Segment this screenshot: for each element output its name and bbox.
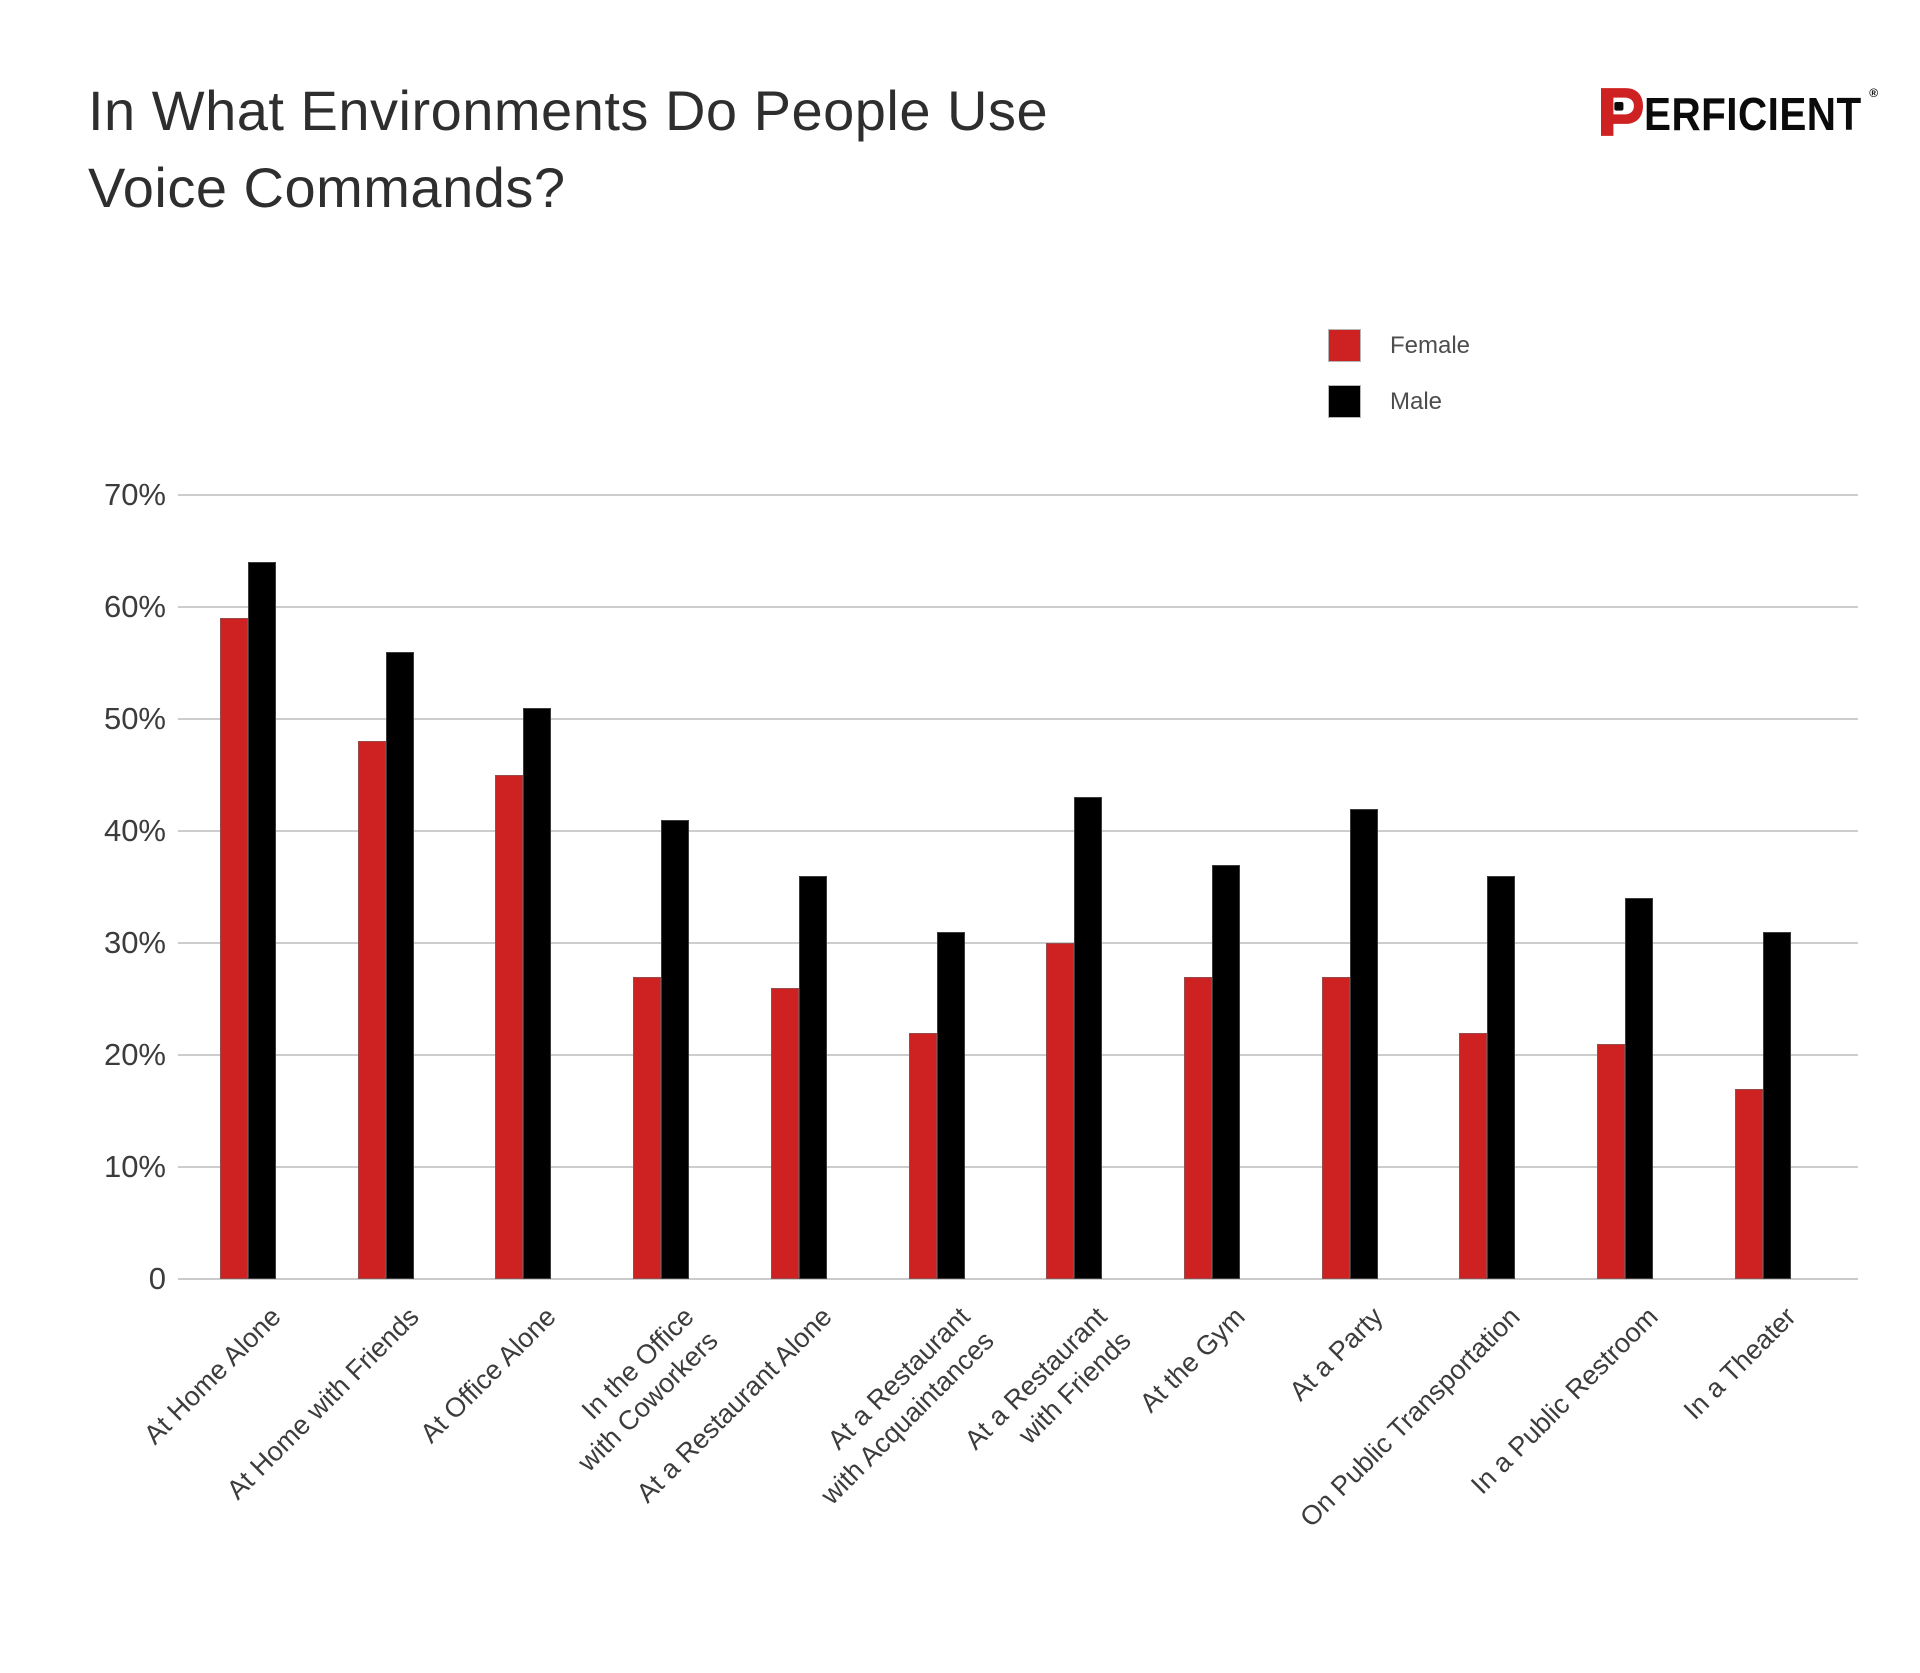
chart-legend: Female Male [1328,329,1470,441]
bar-male-1 [385,651,414,1279]
bar-male-11 [1762,931,1791,1279]
bar-female-1 [357,741,386,1279]
page-title: In What Environments Do People Use Voice… [88,72,1048,226]
x-axis-line [178,1278,1858,1280]
title-line-2: Voice Commands? [88,156,566,219]
bar-male-8 [1349,808,1378,1279]
legend-label-male: Male [1390,387,1443,415]
legend-label-female: Female [1390,331,1471,359]
y-axis-tick-label: 50% [103,701,166,736]
chart-root: In What Environments Do People Use Voice… [88,72,1879,1533]
bar-male-5 [936,931,965,1279]
bar-female-6 [1046,943,1075,1279]
bar-male-4 [798,875,827,1279]
male-color-swatch [1328,385,1361,418]
bar-male-9 [1487,875,1516,1279]
gridline [178,830,1858,832]
bar-female-5 [908,1032,937,1279]
bar-male-3 [661,819,690,1279]
title-line-1: In What Environments Do People Use [88,79,1049,142]
y-axis-tick-label: 0 [148,1261,166,1296]
plot-area: 70% 60% 50% 40% 30% 20% 10% 0 At Home Alone At Ho… [103,477,1858,1533]
logo-p-icon [1601,88,1643,136]
gridline [178,606,1858,608]
registered-trademark-icon: ® [1869,86,1879,100]
bar-female-8 [1321,976,1350,1279]
bar-female-2 [495,775,524,1279]
y-axis-tick-label: 70% [103,477,166,512]
gridline [178,1166,1858,1168]
y-axis-tick-label: 30% [103,925,166,960]
gridline [178,718,1858,720]
female-color-swatch [1328,329,1361,362]
legend-item-male: Male [1328,385,1470,418]
gridline [178,942,1858,944]
gridline [178,1054,1858,1056]
bar-female-9 [1459,1032,1488,1279]
y-axis-tick-label: 10% [103,1149,166,1184]
y-axis-tick-label: 40% [103,813,166,848]
y-axis-tick-label: 60% [103,589,166,624]
bar-female-3 [633,976,662,1279]
bar-female-4 [770,987,799,1279]
bar-female-11 [1734,1088,1763,1279]
bar-male-0 [248,562,276,1279]
bar-female-7 [1183,976,1212,1279]
legend-item-female: Female [1328,329,1470,362]
bar-male-6 [1074,797,1103,1279]
bar-male-2 [523,707,552,1279]
bar-female-0 [220,618,248,1279]
gridline [178,494,1858,496]
bar-male-10 [1625,898,1653,1279]
bar-male-7 [1211,864,1240,1279]
logo-wordmark: ERFICIENT [1644,88,1862,140]
y-axis-tick-label: 20% [103,1037,166,1072]
perficient-logo: ERFICIENT ® [1601,86,1879,140]
bar-female-10 [1597,1043,1625,1279]
